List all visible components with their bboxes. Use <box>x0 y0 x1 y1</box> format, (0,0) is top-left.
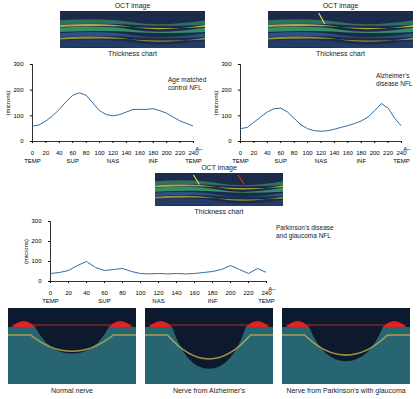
svg-text:INF: INF <box>208 298 218 304</box>
html-text:Normal nerve: Normal nerve <box>51 387 93 394</box>
svg-text:A–: A– <box>403 146 411 152</box>
svg-text:240: 240 <box>188 149 199 156</box>
html-text:OCT image: OCT image <box>201 164 237 171</box>
svg-text:180: 180 <box>207 290 218 296</box>
svg-text:40: 40 <box>264 150 271 156</box>
svg-text:100: 100 <box>31 258 42 264</box>
svg-text:(microns): (microns) <box>213 90 219 115</box>
svg-text:A–: A– <box>195 146 203 152</box>
svg-text:160: 160 <box>135 150 146 156</box>
html-text:Thickness chart: Thickness chart <box>194 208 244 215</box>
svg-text:0: 0 <box>31 150 35 156</box>
svg-text:20: 20 <box>251 150 258 156</box>
svg-text:TEMP: TEMP <box>42 298 59 304</box>
svg-text:200: 200 <box>13 87 24 93</box>
svg-text:220: 220 <box>383 150 394 156</box>
svg-text:0: 0 <box>49 290 53 296</box>
svg-text:140: 140 <box>329 150 340 156</box>
svg-text:TEMP: TEMP <box>185 158 202 164</box>
svg-text:80: 80 <box>83 150 90 156</box>
svg-text:TEMP: TEMP <box>393 158 410 164</box>
svg-text:120: 120 <box>153 290 164 296</box>
svg-text:300: 300 <box>13 61 24 67</box>
svg-text:60: 60 <box>101 290 108 296</box>
svg-text:60: 60 <box>277 150 284 156</box>
svg-text:SUP: SUP <box>275 158 287 164</box>
svg-text:60: 60 <box>69 150 76 156</box>
svg-text:220: 220 <box>243 290 254 296</box>
svg-text:160: 160 <box>343 150 354 156</box>
svg-text:120: 120 <box>316 150 327 156</box>
svg-text:A–: A– <box>268 286 276 292</box>
html-text:Thickness chart: Thickness chart <box>108 50 157 57</box>
svg-text:(microns): (microns) <box>5 90 11 115</box>
svg-text:SUP: SUP <box>98 298 110 304</box>
svg-text:40: 40 <box>56 150 63 156</box>
svg-text:220: 220 <box>175 150 186 156</box>
svg-text:200: 200 <box>162 150 173 156</box>
svg-text:0: 0 <box>20 138 24 144</box>
svg-text:300: 300 <box>31 218 42 224</box>
svg-text:0: 0 <box>239 150 243 156</box>
svg-text:40: 40 <box>83 290 90 296</box>
svg-text:0: 0 <box>228 138 232 144</box>
svg-text:INF: INF <box>356 158 366 164</box>
svg-text:100: 100 <box>303 150 314 156</box>
svg-text:200: 200 <box>370 150 381 156</box>
svg-text:TEMP: TEMP <box>258 298 275 304</box>
html-text:Nerve from Alzheimer's: Nerve from Alzheimer's <box>172 387 246 394</box>
svg-text:NAS: NAS <box>152 298 164 304</box>
svg-text:140: 140 <box>121 150 132 156</box>
svg-text:(microns): (microns) <box>23 239 29 264</box>
html-text:Thickness chart: Thickness chart <box>316 50 365 57</box>
html-text:Parkinson's disease and glauco: Parkinson's disease and glaucoma NFL <box>276 224 334 239</box>
html-text:Nerve from Parkinson's with gl: Nerve from Parkinson's with glaucoma <box>286 387 406 394</box>
svg-text:100: 100 <box>95 150 106 156</box>
svg-text:TEMP: TEMP <box>232 158 249 164</box>
svg-text:0: 0 <box>38 278 42 284</box>
html-text:OCT image: OCT image <box>322 2 359 9</box>
svg-text:160: 160 <box>189 290 200 296</box>
svg-text:100: 100 <box>221 113 232 119</box>
svg-text:240: 240 <box>396 149 407 156</box>
svg-text:SUP: SUP <box>67 158 79 164</box>
svg-text:80: 80 <box>119 290 126 296</box>
svg-text:20: 20 <box>43 150 50 156</box>
svg-text:200: 200 <box>31 238 42 244</box>
svg-text:NAS: NAS <box>107 158 119 164</box>
svg-text:180: 180 <box>356 150 367 156</box>
svg-text:80: 80 <box>291 150 298 156</box>
svg-text:NAS: NAS <box>315 158 327 164</box>
svg-text:INF: INF <box>148 158 158 164</box>
svg-text:100: 100 <box>13 113 24 119</box>
svg-text:140: 140 <box>171 290 182 296</box>
html-text:OCT image: OCT image <box>114 2 151 9</box>
html-text:Alzheimer's disease NFL: Alzheimer's disease NFL <box>376 72 413 87</box>
svg-text:120: 120 <box>108 150 119 156</box>
svg-text:20: 20 <box>65 290 72 296</box>
svg-text:240: 240 <box>261 289 272 296</box>
svg-text:300: 300 <box>221 61 232 67</box>
svg-text:200: 200 <box>221 87 232 93</box>
svg-text:100: 100 <box>135 290 146 296</box>
svg-text:TEMP: TEMP <box>24 158 41 164</box>
html-text:Age matched control NFL: Age matched control NFL <box>168 76 207 91</box>
svg-text:200: 200 <box>225 290 236 296</box>
svg-text:180: 180 <box>148 150 159 156</box>
